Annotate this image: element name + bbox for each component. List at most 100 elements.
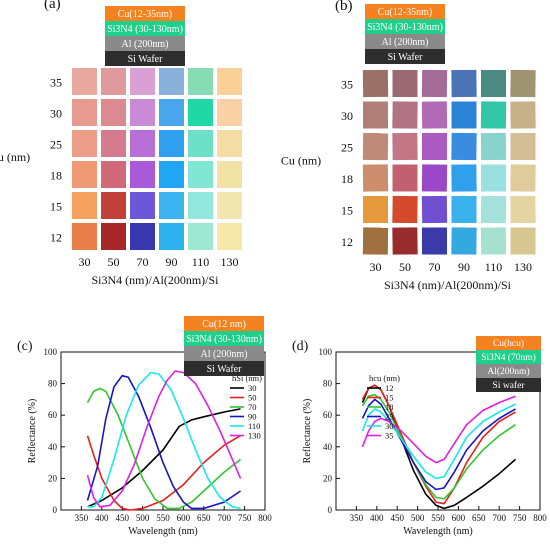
color-swatch xyxy=(362,69,389,98)
legend-title: hSi (nm) xyxy=(232,373,262,383)
color-swatch xyxy=(392,132,418,161)
legend-entry: 30 xyxy=(248,383,257,393)
layer-stack-c: Cu(12 nm) Si3N4 (30-130nm) Al (200nm) Si Wa… xyxy=(184,316,264,376)
x-tick-label: 90 xyxy=(166,255,178,269)
x-tick-label: 110 xyxy=(485,260,503,274)
legend-entry: 110 xyxy=(248,421,260,431)
panel-label: (c) xyxy=(17,339,33,354)
y-axis-label: Cu (nm) xyxy=(281,154,321,168)
stack-layer-label: Si Wafer xyxy=(207,364,243,375)
legend-entry: 90 xyxy=(248,412,257,422)
color-swatch xyxy=(510,101,536,129)
y-axis-label: Reflectance (%) xyxy=(302,399,313,464)
color-swatch xyxy=(72,130,97,157)
color-swatch xyxy=(72,99,97,126)
stack-layer xyxy=(365,49,445,64)
x-tick-label: 350 xyxy=(350,513,364,523)
y-tick-label: 18 xyxy=(341,172,353,186)
y-tick-label: 80 xyxy=(48,379,58,389)
color-swatch xyxy=(363,196,388,223)
y-tick-label: 100 xyxy=(319,347,333,357)
color-swatch xyxy=(159,130,184,157)
color-swatch xyxy=(480,195,507,224)
x-tick-label: 130 xyxy=(514,260,532,274)
y-tick-label: 40 xyxy=(323,442,333,452)
x-tick-label: 650 xyxy=(472,513,486,523)
stack-layer-label: Al (200nm) xyxy=(122,39,169,50)
y-tick-label: 20 xyxy=(323,473,333,483)
stack-layer-label: Cu(12-35nm) xyxy=(378,7,432,18)
stack-layer xyxy=(365,19,445,34)
x-tick-label: 400 xyxy=(370,513,384,523)
stack-layer-label: Si3N4 (30-130nm) xyxy=(186,334,262,345)
color-swatch xyxy=(481,164,506,192)
stack-layer xyxy=(476,378,541,392)
legend-entry: 35 xyxy=(385,431,394,441)
x-tick-label: 550 xyxy=(156,513,170,523)
series-line-130 xyxy=(86,370,242,508)
legend-entry: 25 xyxy=(385,412,394,422)
x-axis-label: Wavelength (nm) xyxy=(403,526,472,537)
color-swatch xyxy=(188,223,213,250)
x-tick-label: 50 xyxy=(108,255,120,269)
x-tick-label: 450 xyxy=(390,513,404,523)
color-swatch xyxy=(188,99,213,126)
x-tick-label: 70 xyxy=(137,255,149,269)
color-swatch xyxy=(451,227,477,255)
stack-layer-label: Cu(12-35nm) xyxy=(118,9,172,20)
color-swatch xyxy=(101,161,126,188)
series-line-50 xyxy=(86,435,241,511)
stack-layer xyxy=(184,316,264,331)
x-tick-label: 50 xyxy=(399,260,411,274)
x-tick-label: 500 xyxy=(136,513,150,523)
stack-layer xyxy=(476,350,541,364)
color-swatch xyxy=(451,69,477,98)
color-swatch xyxy=(130,161,155,188)
x-tick-label: 600 xyxy=(452,513,466,523)
y-tick-label: 60 xyxy=(323,410,333,420)
color-swatch xyxy=(217,99,242,126)
line-chart-c: 350 400 450 500 550 600 650 700 750 800 0 20 40 60 80 1… xyxy=(17,339,272,537)
stack-layer xyxy=(184,346,264,361)
legend-entry: 70 xyxy=(248,402,257,412)
stack-layer-label: Si3N4 (70nm) xyxy=(481,352,536,363)
color-swatch xyxy=(392,164,418,192)
color-swatch xyxy=(392,101,418,129)
series-line-30 xyxy=(87,408,241,508)
stack-layer-label: Al (200nm) xyxy=(201,349,248,360)
color-swatch xyxy=(130,99,155,126)
color-swatch xyxy=(217,130,242,157)
color-swatch xyxy=(159,161,184,188)
series-line-70 xyxy=(86,387,241,510)
color-swatch xyxy=(422,227,447,255)
y-tick-label: 60 xyxy=(48,410,58,420)
y-tick-label: 25 xyxy=(341,141,353,155)
stack-layer-label: Si wafer xyxy=(493,380,526,391)
y-tick-label: 12 xyxy=(50,231,62,245)
color-swatch xyxy=(362,164,389,192)
color-swatch xyxy=(72,68,97,95)
y-tick-label: 25 xyxy=(50,138,62,152)
x-tick-label: 650 xyxy=(197,513,211,523)
x-tick-label: 110 xyxy=(192,255,210,269)
color-swatch xyxy=(510,195,536,224)
color-swatch xyxy=(362,132,389,161)
stack-layer xyxy=(105,36,185,51)
x-tick-label: 130 xyxy=(221,255,239,269)
color-swatch xyxy=(188,68,213,95)
y-tick-label: 35 xyxy=(50,76,62,90)
swatch-grid-b: (b) 35 30 25 18 15 12 30 50 70 90 110 130 Cu (nm) Si3N… xyxy=(281,0,536,292)
color-swatch xyxy=(422,133,447,160)
color-swatch xyxy=(101,192,126,219)
stack-layer-label: Al(200nm) xyxy=(487,366,529,377)
x-tick-label: 450 xyxy=(115,513,129,523)
color-swatch xyxy=(101,223,126,250)
color-swatch xyxy=(130,223,155,250)
color-swatch xyxy=(392,227,418,255)
y-tick-label: 0 xyxy=(53,505,58,515)
color-swatch xyxy=(392,70,418,97)
color-swatch xyxy=(510,133,536,160)
panel-label: (b) xyxy=(335,0,353,14)
stack-layer-label: Cu(hcu) xyxy=(493,338,524,349)
